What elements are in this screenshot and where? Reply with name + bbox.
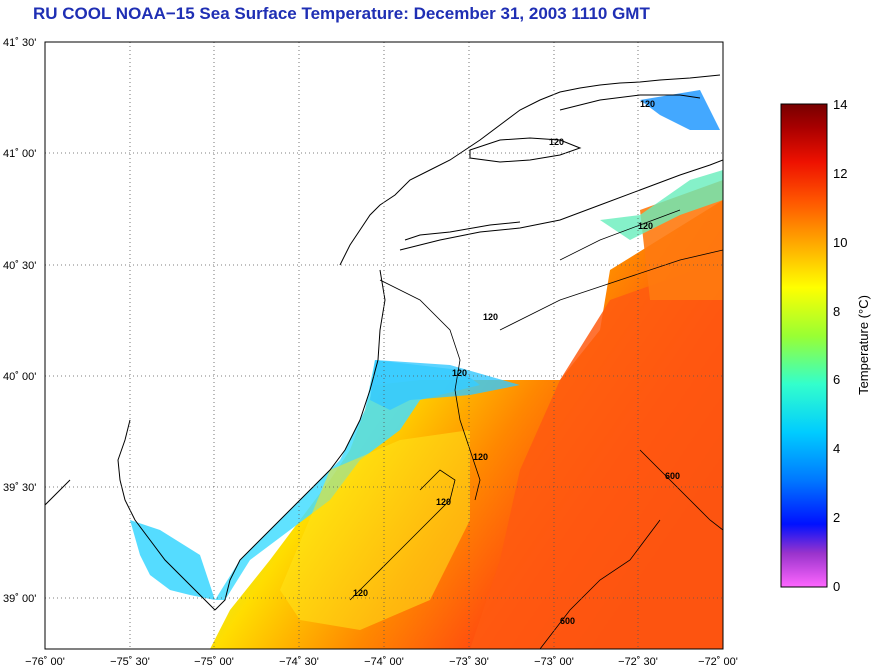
sea-cool-ny-bight (370, 360, 520, 410)
sea-teal-li-shore (600, 170, 723, 240)
contour-label: 120 (483, 312, 498, 322)
lon-tick-label: −74˚ 00' (364, 656, 404, 668)
contour-labels: 120 120 120 120 120 120 120 120 600 600 (353, 99, 680, 626)
colorbar-ticks: 0 2 4 6 8 10 12 14 (833, 97, 847, 594)
coastline (45, 74, 723, 611)
contour-label: 120 (549, 137, 564, 147)
contour-label: 120 (473, 452, 488, 462)
contour-label: 120 (436, 497, 451, 507)
colorbar-tick-label: 4 (833, 441, 840, 456)
lon-axis: −76˚ 00' −75˚ 30' −75˚ 00' −74˚ 30' −74˚… (25, 656, 738, 668)
lon-tick-label: −72˚ 30' (618, 656, 658, 668)
lon-tick-label: −76˚ 00' (25, 656, 65, 668)
contour-label: 120 (640, 99, 655, 109)
lon-tick-label: −73˚ 00' (534, 656, 574, 668)
colorbar: 0 2 4 6 8 10 12 14 Temperature (°C) (780, 97, 871, 594)
lat-tick-label: 40˚ 30' (3, 260, 36, 272)
lat-tick-label: 41˚ 30' (3, 37, 36, 49)
lon-tick-label: −73˚ 30' (449, 656, 489, 668)
lat-tick-label: 39˚ 30' (3, 482, 36, 494)
lon-tick-label: −74˚ 30' (279, 656, 319, 668)
lat-tick-label: 39˚ 00' (3, 593, 36, 605)
lon-tick-label: −72˚ 00' (698, 656, 738, 668)
map-grid (45, 42, 723, 649)
contour-label: 600 (665, 471, 680, 481)
lon-tick-label: −75˚ 30' (110, 656, 150, 668)
contour-label: 120 (353, 588, 368, 598)
contour-label: 120 (638, 221, 653, 231)
bathymetry-contours (349, 209, 723, 649)
colorbar-tick-label: 8 (833, 304, 840, 319)
sea-yellow-midshelf (280, 430, 470, 630)
colorbar-title: Temperature (°C) (856, 295, 871, 395)
sea-cool-ne (640, 90, 720, 130)
sst-field (130, 90, 723, 649)
colorbar-tick-label: 0 (833, 579, 840, 594)
contour-label: 120 (452, 368, 467, 378)
colorbar-tick-label: 10 (833, 235, 847, 250)
delaware-bay (130, 520, 215, 600)
lon-tick-label: −75˚ 00' (194, 656, 234, 668)
sea-red-region (470, 260, 723, 649)
colorbar-tick-label: 6 (833, 372, 840, 387)
colorbar-tick-label: 12 (833, 166, 847, 181)
colorbar-scale (780, 103, 828, 588)
colorbar-tick-label: 2 (833, 510, 840, 525)
lat-tick-label: 40˚ 00' (3, 371, 36, 383)
colorbar-tick-label: 14 (833, 97, 847, 112)
map-title: RU COOL NOAA−15 Sea Surface Temperature:… (33, 4, 650, 23)
lat-axis: 41˚ 30' 41˚ 00' 40˚ 30' 40˚ 00' 39˚ 30' … (3, 37, 36, 605)
lat-tick-label: 41˚ 00' (3, 148, 36, 160)
contour-label: 600 (560, 616, 575, 626)
map-frame (44, 41, 724, 650)
